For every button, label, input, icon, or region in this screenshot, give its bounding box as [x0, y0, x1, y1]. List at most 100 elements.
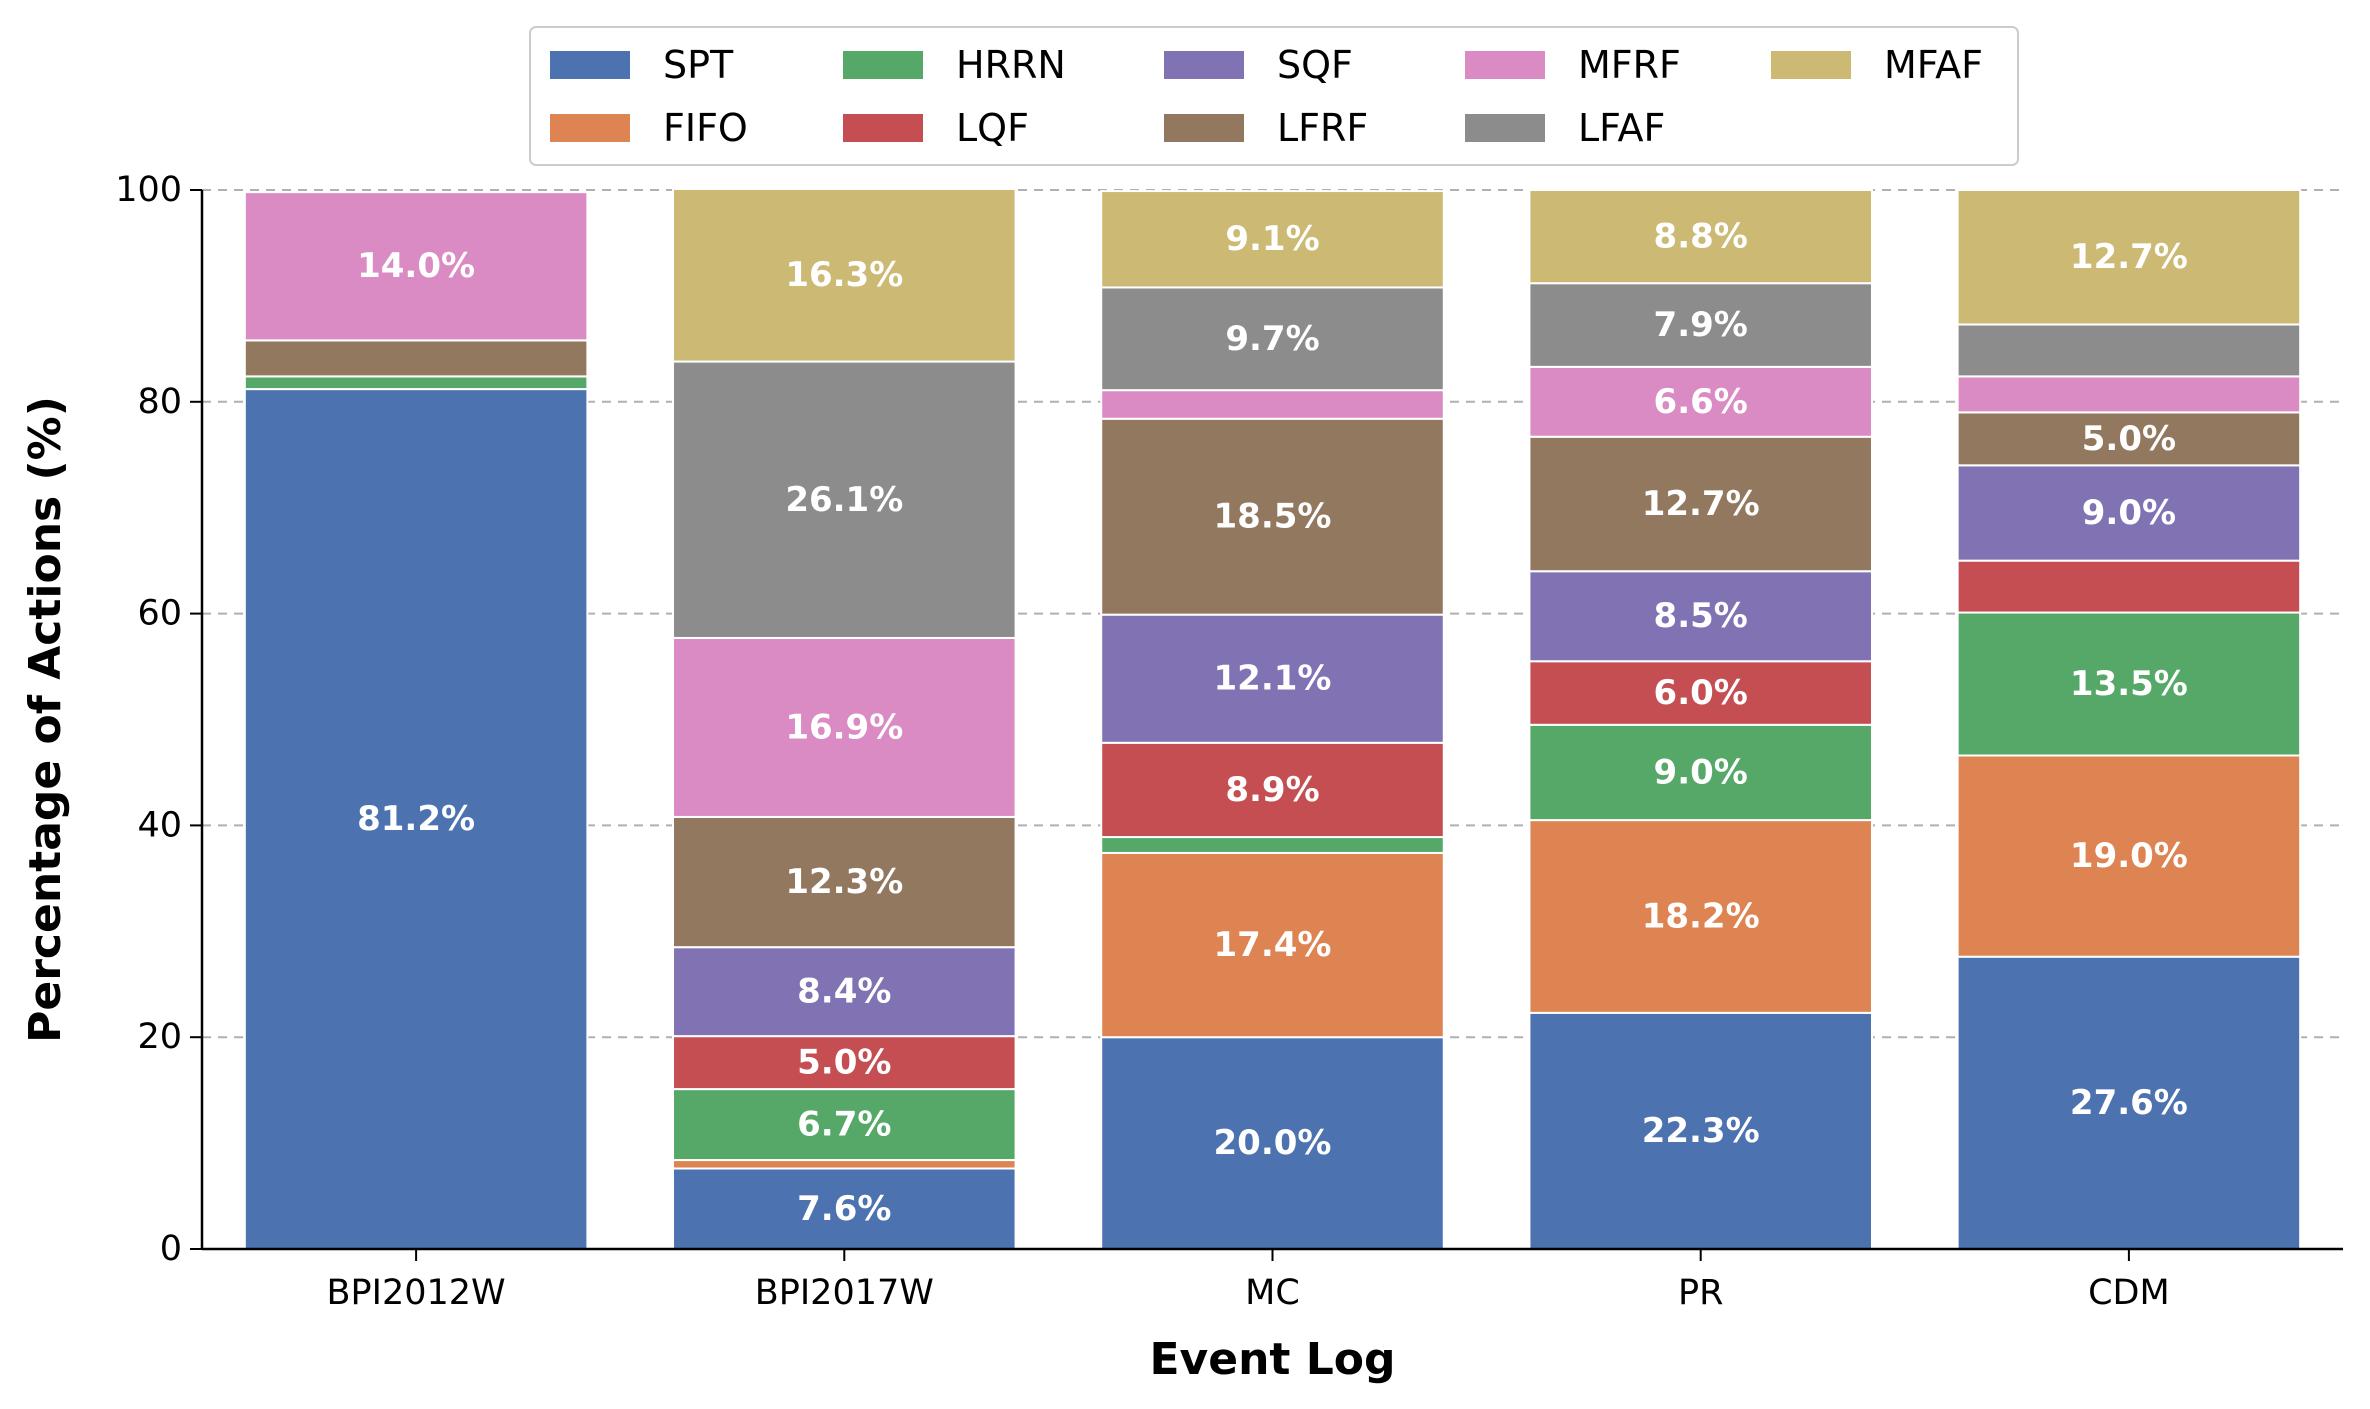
segment-label-bpi2017w-spt: 7.6% [797, 1189, 891, 1229]
bar-segment-bpi2017w-hrrn [672, 1088, 1017, 1162]
axes: BPI2012W BPI2017W MC PR CDM 0 20 40 60 80 100 Event… [20, 170, 2343, 1385]
segment-label-mc-lfrf: 18.5% [1214, 497, 1332, 537]
bar-segment-bpi2017w-mfrf [672, 636, 1017, 818]
bar-segment-mc-lfrf [1100, 417, 1445, 616]
segment-label-cdm-mfaf: 12.7% [2070, 237, 2188, 277]
bar-segment-bpi2017w-lfaf [672, 360, 1017, 639]
legend-swatch-sqf [1164, 51, 1244, 79]
legend-label-spt: SPT [663, 43, 734, 87]
x-tick-label-pr: PR [1678, 1273, 1723, 1313]
legend-item-hrrn[interactable]: HRRN [843, 43, 1066, 87]
bar-stack-bpi2017w [672, 187, 1017, 1250]
x-tick-label-mc: MC [1245, 1273, 1300, 1313]
bar-segment-bpi2012w-spt [243, 388, 589, 1251]
bar-segment-cdm-hrrn [1956, 611, 2302, 757]
legend-item-lqf[interactable]: LQF [843, 106, 1029, 150]
legend-item-lfrf[interactable]: LFRF [1164, 106, 1368, 150]
bar-segment-mc-mfrf [1100, 389, 1445, 420]
segment-label-pr-fifo: 18.2% [1642, 896, 1760, 936]
segment-label-mc-fifo: 17.4% [1214, 925, 1332, 965]
y-tick-label-40: 40 [137, 805, 182, 845]
segment-label-mc-lfaf: 9.7% [1225, 319, 1319, 359]
legend-swatch-lqf [843, 114, 923, 142]
legend-item-sqf[interactable]: SQF [1164, 43, 1353, 87]
legend-label-sqf: SQF [1277, 43, 1353, 87]
segment-label-bpi2012w-mfrf: 14.0% [357, 246, 475, 286]
x-axis-title: Event Log [1149, 1334, 1395, 1385]
segment-label-bpi2017w-lqf: 5.0% [797, 1043, 891, 1083]
segment-label-mc-mfaf: 9.1% [1225, 219, 1319, 259]
segment-label-pr-spt: 22.3% [1642, 1111, 1760, 1151]
bar-segment-bpi2012w-mfrf [243, 191, 589, 342]
segment-label-pr-mfrf: 6.6% [1654, 382, 1748, 422]
segment-label-bpi2017w-mfrf: 16.9% [785, 707, 903, 747]
segment-label-pr-mfaf: 8.8% [1654, 217, 1748, 257]
y-tick-label-0: 0 [160, 1229, 182, 1269]
legend-item-mfrf[interactable]: MFRF [1465, 43, 1681, 87]
bar-segment-bpi2017w-fifo [672, 1159, 1017, 1170]
segment-label-pr-lfrf: 12.7% [1642, 484, 1760, 524]
legend-label-mfaf: MFAF [1884, 43, 1983, 87]
bar-segment-cdm-fifo [1956, 754, 2302, 958]
legend[interactable]: SPT FIFO HRRN LQF SQF LFRF MFRF LFAF MFAF [529, 26, 2019, 166]
legend-item-spt[interactable]: SPT [550, 43, 734, 87]
bar-stack-mc [1100, 190, 1445, 1250]
legend-swatch-hrrn [843, 51, 923, 79]
bar-segment-cdm-lfrf [1956, 411, 2302, 467]
segment-label-pr-lqf: 6.0% [1654, 673, 1748, 713]
bar-segment-cdm-mfrf [1956, 375, 2302, 414]
segment-label-bpi2017w-mfaf: 16.3% [785, 255, 903, 295]
bar-segment-pr-hrrn [1528, 723, 1873, 822]
y-tick-label-80: 80 [137, 382, 182, 422]
segment-label-mc-spt: 20.0% [1214, 1123, 1332, 1163]
y-tick-label-20: 20 [137, 1017, 182, 1057]
bar-segment-mc-mfaf [1100, 190, 1445, 289]
legend-swatch-mfaf [1771, 51, 1851, 79]
bar-segment-pr-spt [1528, 1011, 1873, 1251]
bar-segment-mc-lfaf [1100, 286, 1445, 392]
x-tick-label-bpi2017w: BPI2017W [755, 1273, 934, 1313]
y-axis-title: Percentage of Actions (%) [20, 396, 71, 1043]
segment-label-bpi2012w-spt: 81.2% [357, 799, 475, 839]
segment-label-pr-hrrn: 9.0% [1654, 752, 1748, 792]
legend-swatch-mfrf [1465, 51, 1545, 79]
bar-segment-bpi2017w-spt [672, 1167, 1017, 1250]
segment-label-cdm-lfrf: 5.0% [2082, 419, 2176, 459]
segment-label-bpi2017w-hrrn: 6.7% [797, 1105, 891, 1145]
legend-label-lfaf: LFAF [1578, 106, 1665, 150]
bar-stack-bpi2012w [243, 191, 589, 1251]
x-tick-label-cdm: CDM [2088, 1273, 2170, 1313]
segment-label-cdm-spt: 27.6% [2070, 1083, 2188, 1123]
segment-label-bpi2017w-sqf: 8.4% [797, 972, 891, 1012]
y-tick-label-60: 60 [137, 594, 182, 634]
legend-box [529, 26, 2019, 166]
bar-segment-cdm-mfaf [1956, 189, 2302, 326]
segment-label-cdm-sqf: 9.0% [2082, 493, 2176, 533]
bar-segment-cdm-spt [1956, 955, 2302, 1250]
segment-label-mc-sqf: 12.1% [1214, 659, 1332, 699]
bar-segment-cdm-lqf [1956, 559, 2302, 614]
bar-segment-pr-mfaf [1528, 189, 1873, 285]
legend-swatch-fifo [550, 114, 630, 142]
bar-segment-mc-spt [1100, 1036, 1445, 1250]
bar-segment-pr-fifo [1528, 819, 1873, 1014]
segment-label-cdm-fifo: 19.0% [2070, 836, 2188, 876]
x-tick-label-bpi2012w: BPI2012W [327, 1273, 506, 1313]
legend-item-mfaf[interactable]: MFAF [1771, 43, 1983, 87]
bar-segment-mc-fifo [1100, 851, 1445, 1039]
segment-label-bpi2017w-lfrf: 12.3% [785, 862, 903, 902]
legend-item-fifo[interactable]: FIFO [550, 106, 748, 150]
bar-segment-bpi2017w-lfrf [672, 815, 1017, 949]
segment-label-pr-lfaf: 7.9% [1654, 305, 1748, 345]
bar-segment-bpi2017w-mfaf [672, 187, 1017, 363]
legend-item-lfaf[interactable]: LFAF [1465, 106, 1665, 150]
legend-swatch-lfrf [1164, 114, 1244, 142]
bar-segment-pr-sqf [1528, 570, 1873, 663]
legend-label-mfrf: MFRF [1578, 43, 1681, 87]
segment-labels: 81.2% 14.0% 7.6% 6.7% 5.0% 8.4% 12.3% 16.9% 26.1… [357, 217, 2188, 1229]
legend-label-lqf: LQF [956, 106, 1029, 150]
segment-label-bpi2017w-lfaf: 26.1% [785, 480, 903, 520]
legend-label-lfrf: LFRF [1277, 106, 1368, 150]
